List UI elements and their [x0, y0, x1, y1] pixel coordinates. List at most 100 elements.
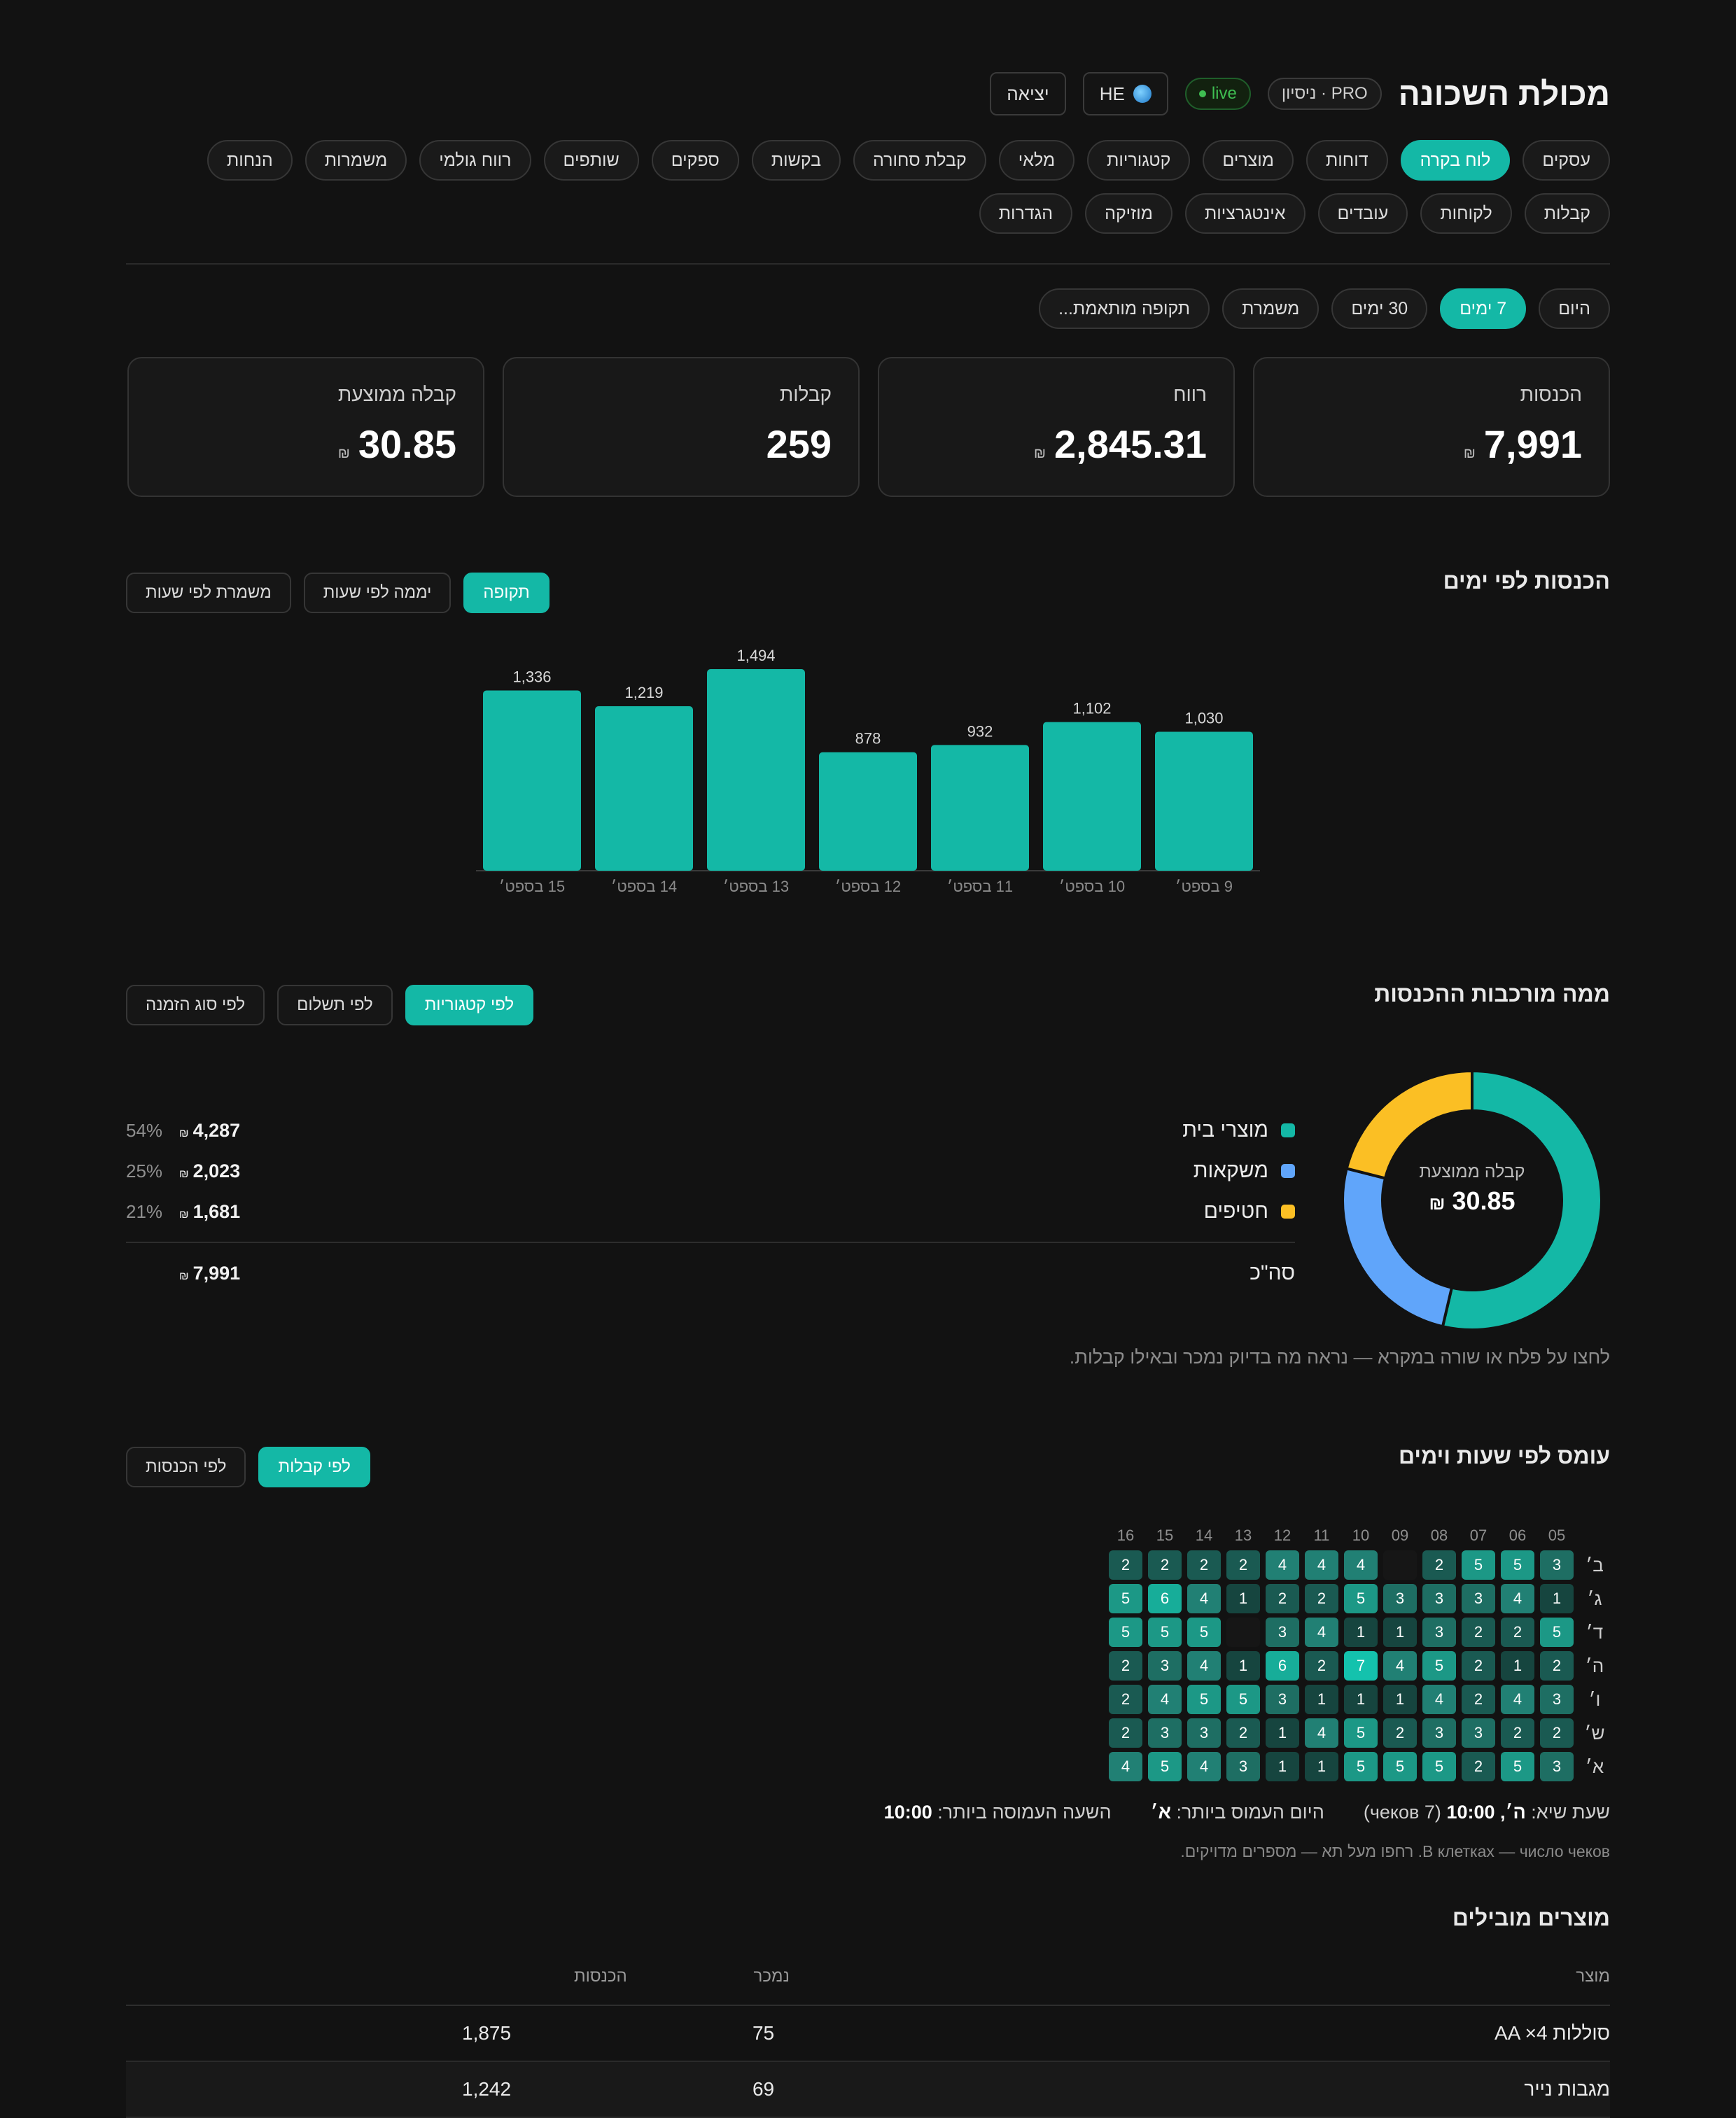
view-tab[interactable]: לפי תשלום [277, 985, 393, 1025]
heatmap-cell[interactable]: 5 [1422, 1752, 1456, 1781]
heatmap-cell[interactable]: 4 [1305, 1550, 1338, 1580]
heatmap-cell[interactable]: 2 [1501, 1718, 1534, 1748]
heatmap-cell[interactable]: 2 [1109, 1550, 1142, 1580]
heatmap-cell[interactable]: 4 [1187, 1584, 1221, 1613]
heatmap-cell[interactable]: 2 [1462, 1752, 1495, 1781]
heatmap-cell[interactable]: 5 [1540, 1618, 1574, 1647]
nav-item[interactable]: בקשות [751, 140, 841, 181]
nav-item[interactable]: דוחות [1306, 140, 1388, 181]
period-tab[interactable]: תקופה מותאמת... [1039, 288, 1210, 329]
table-row[interactable]: סוללות AA ×4 75 1,875 [126, 2006, 1610, 2062]
heatmap-cell[interactable]: 3 [1266, 1618, 1299, 1647]
table-row[interactable]: מגבות נייר 69 1,242 [126, 2062, 1610, 2118]
heatmap-cell[interactable]: 2 [1462, 1618, 1495, 1647]
heatmap-cell[interactable]: 2 [1383, 1718, 1417, 1748]
nav-item[interactable]: מוזיקה [1085, 193, 1172, 234]
bar[interactable] [931, 745, 1029, 871]
nav-item[interactable]: לוח בקרה [1400, 140, 1511, 181]
nav-item[interactable]: משמרות [304, 140, 407, 181]
heatmap-cell[interactable]: 3 [1422, 1718, 1456, 1748]
view-tab[interactable]: לפי קטגוריות [405, 985, 534, 1025]
heatmap-cell[interactable]: 2 [1148, 1550, 1182, 1580]
legend-row[interactable]: חטיפים 21% ₪ 1,681 [126, 1191, 1295, 1232]
heatmap-cell[interactable]: 2 [1226, 1550, 1260, 1580]
period-tab[interactable]: היום [1539, 288, 1610, 329]
heatmap-cell[interactable]: 4 [1187, 1752, 1221, 1781]
heatmap-cell[interactable]: 5 [1422, 1651, 1456, 1681]
heatmap-cell[interactable]: 1 [1305, 1685, 1338, 1714]
heatmap-cell[interactable]: 4 [1187, 1651, 1221, 1681]
heatmap-cell[interactable]: 5 [1148, 1618, 1182, 1647]
heatmap-cell[interactable]: 1 [1540, 1584, 1574, 1613]
heatmap-cell[interactable] [1383, 1550, 1417, 1580]
heatmap-cell[interactable]: 5 [1148, 1752, 1182, 1781]
heatmap-cell[interactable]: 3 [1148, 1718, 1182, 1748]
heatmap-cell[interactable]: 4 [1109, 1752, 1142, 1781]
heatmap-cell[interactable]: 4 [1344, 1550, 1378, 1580]
heatmap-cell[interactable]: 2 [1109, 1685, 1142, 1714]
heatmap-cell[interactable]: 5 [1344, 1584, 1378, 1613]
heatmap-cell[interactable]: 4 [1383, 1651, 1417, 1681]
logout-button[interactable]: יציאה [990, 72, 1066, 115]
donut-slice[interactable] [1441, 1069, 1603, 1331]
heatmap-cell[interactable]: 4 [1501, 1584, 1534, 1613]
nav-item[interactable]: ספקים [651, 140, 739, 181]
heatmap-cell[interactable]: 3 [1540, 1550, 1574, 1580]
heatmap-cell[interactable]: 3 [1226, 1752, 1260, 1781]
nav-item[interactable]: מוצרים [1203, 140, 1294, 181]
heatmap-cell[interactable]: 2 [1226, 1718, 1260, 1748]
heatmap-cell[interactable]: 4 [1266, 1550, 1299, 1580]
heatmap-cell[interactable]: 3 [1540, 1685, 1574, 1714]
nav-item[interactable]: מלאי [998, 140, 1075, 181]
heatmap-cell[interactable]: 3 [1383, 1584, 1417, 1613]
heatmap-cell[interactable]: 1 [1305, 1752, 1338, 1781]
heatmap-cell[interactable]: 5 [1344, 1752, 1378, 1781]
heatmap-cell[interactable]: 2 [1305, 1584, 1338, 1613]
nav-item[interactable]: קבלת סחורה [853, 140, 986, 181]
heatmap-cell[interactable]: 2 [1187, 1550, 1221, 1580]
heatmap-cell[interactable]: 5 [1344, 1718, 1378, 1748]
heatmap-cell[interactable]: 2 [1422, 1550, 1456, 1580]
heatmap-cell[interactable]: 2 [1109, 1651, 1142, 1681]
bar[interactable] [1043, 722, 1141, 871]
nav-item[interactable]: עסקים [1522, 140, 1610, 181]
heatmap-cell[interactable]: 2 [1109, 1718, 1142, 1748]
heatmap-cell[interactable]: 2 [1266, 1584, 1299, 1613]
nav-item[interactable]: אינטגרציות [1184, 193, 1306, 234]
heatmap-cell[interactable]: 5 [1462, 1550, 1495, 1580]
view-tab[interactable]: יממה לפי שעות [303, 573, 451, 613]
heatmap-cell[interactable]: 3 [1540, 1752, 1574, 1781]
heatmap-cell[interactable]: 3 [1462, 1584, 1495, 1613]
heatmap-cell[interactable] [1226, 1618, 1260, 1647]
heatmap-cell[interactable]: 5 [1187, 1685, 1221, 1714]
heatmap-cell[interactable]: 2 [1305, 1651, 1338, 1681]
heatmap-cell[interactable]: 1 [1383, 1685, 1417, 1714]
heatmap-cell[interactable]: 1 [1344, 1618, 1378, 1647]
heatmap-cell[interactable]: 3 [1266, 1685, 1299, 1714]
heatmap-cell[interactable]: 1 [1226, 1584, 1260, 1613]
bar[interactable] [707, 669, 805, 871]
nav-item[interactable]: שותפים [543, 140, 639, 181]
heatmap-cell[interactable]: 1 [1501, 1651, 1534, 1681]
heatmap-cell[interactable]: 2 [1540, 1651, 1574, 1681]
heatmap-cell[interactable]: 2 [1462, 1685, 1495, 1714]
heatmap-cell[interactable]: 5 [1109, 1618, 1142, 1647]
heatmap-cell[interactable]: 5 [1226, 1685, 1260, 1714]
heatmap-cell[interactable]: 5 [1501, 1550, 1534, 1580]
heatmap-cell[interactable]: 5 [1187, 1618, 1221, 1647]
heatmap-cell[interactable]: 4 [1305, 1618, 1338, 1647]
heatmap-cell[interactable]: 5 [1383, 1752, 1417, 1781]
view-tab[interactable]: לפי הכנסות [126, 1447, 246, 1487]
bar[interactable] [819, 752, 917, 871]
heatmap-cell[interactable]: 4 [1305, 1718, 1338, 1748]
heatmap-cell[interactable]: 5 [1501, 1752, 1534, 1781]
bar[interactable] [1155, 731, 1253, 871]
nav-item[interactable]: הנחות [206, 140, 293, 181]
view-tab[interactable]: תקופה [463, 573, 550, 613]
heatmap-cell[interactable]: 3 [1462, 1718, 1495, 1748]
nav-item[interactable]: הגדרות [979, 193, 1073, 234]
heatmap-cell[interactable]: 3 [1148, 1651, 1182, 1681]
view-tab[interactable]: לפי סוג הזמנה [126, 985, 265, 1025]
heatmap-cell[interactable]: 5 [1109, 1584, 1142, 1613]
nav-item[interactable]: לקוחות [1420, 193, 1512, 234]
